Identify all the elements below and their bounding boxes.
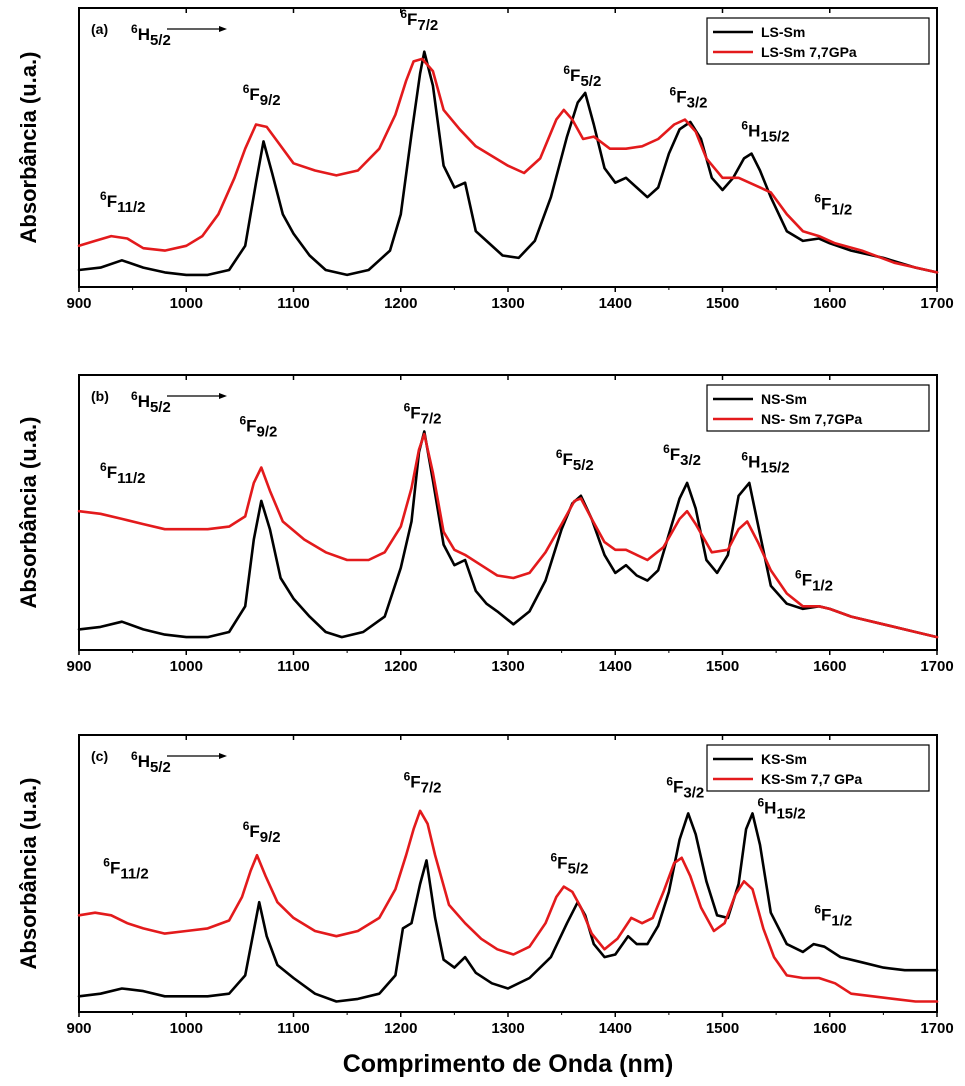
arrow-head (219, 753, 227, 759)
transition-label: 6F11/2 (103, 856, 148, 883)
y-axis-label: Absorbância (u.a.) (16, 778, 41, 970)
transition-label: 6H15/2 (741, 119, 789, 146)
panel-b: 900 1000 1100 1200 1300 1400 1500 1600 1700 Absor… (16, 374, 954, 675)
x-tick-label: 1600 (813, 658, 846, 675)
legend: KS-Sm KS-Sm 7,7 GPa (706, 744, 930, 792)
transition-label: 6F1/2 (814, 191, 852, 218)
x-tick-label: 1000 (170, 295, 203, 312)
panel-label: (a) (91, 21, 108, 37)
series-line-ambient (77, 430, 939, 639)
legend-box (706, 744, 930, 792)
panel-c: 900 1000 1100 1200 1300 1400 1500 1600 1700 Absor… (16, 734, 954, 1078)
x-tick-label: 1700 (920, 1020, 953, 1037)
x-tick-label: 1000 (170, 1020, 203, 1037)
legend-box (706, 384, 930, 432)
x-tick-label: 1600 (813, 295, 846, 312)
y-axis-label: Absorbância (u.a.) (16, 417, 41, 609)
transition-label: 6F11/2 (100, 189, 145, 216)
series-line-pressure (77, 809, 939, 1003)
panel-a: 900 1000 1100 1200 1300 1400 1500 1600 1700 Absor… (16, 7, 954, 312)
x-tick-label: 1700 (920, 295, 953, 312)
transition-label: 6F7/2 (404, 401, 442, 428)
x-tick-label: 1700 (920, 658, 953, 675)
transition-label: 6F3/2 (663, 442, 701, 469)
legend-label: LS-Sm 7,7GPa (761, 44, 857, 60)
transition-label: 6F7/2 (404, 769, 442, 796)
transition-label: 6F9/2 (239, 414, 277, 441)
x-tick-label: 1500 (706, 295, 739, 312)
transition-label: 6H15/2 (757, 795, 805, 822)
series-line-pressure (77, 432, 939, 639)
transition-label: 6F5/2 (563, 63, 601, 90)
transition-label: 6F7/2 (400, 7, 438, 34)
x-tick-label: 900 (66, 1020, 91, 1037)
x-tick-label: 1300 (491, 295, 524, 312)
x-tick-label: 1200 (384, 1020, 417, 1037)
arrow-head (219, 26, 227, 32)
transition-label: 6F1/2 (814, 903, 852, 930)
legend-label: KS-Sm 7,7 GPa (761, 771, 862, 787)
legend-label: NS- Sm 7,7GPa (761, 411, 862, 427)
legend-label: KS-Sm (761, 751, 807, 767)
x-tick-label: 900 (66, 295, 91, 312)
x-tick-label: 1200 (384, 658, 417, 675)
x-tick-label: 900 (66, 658, 91, 675)
transition-label: 6F9/2 (243, 819, 281, 846)
x-tick-label: 1300 (491, 1020, 524, 1037)
panel-label: (c) (91, 748, 108, 764)
x-tick-label: 1400 (599, 295, 632, 312)
legend-label: LS-Sm (761, 24, 805, 40)
x-tick-label: 1000 (170, 658, 203, 675)
x-tick-label: 1300 (491, 658, 524, 675)
transition-label: 6H5/2 (131, 389, 171, 416)
transition-label: 6F3/2 (666, 774, 704, 801)
y-axis-label: Absorbância (u.a.) (16, 52, 41, 244)
legend-label: NS-Sm (761, 391, 807, 407)
x-tick-label: 1500 (706, 658, 739, 675)
transition-label: 6H15/2 (741, 450, 789, 477)
legend: NS-Sm NS- Sm 7,7GPa (706, 384, 930, 432)
transition-label: 6H5/2 (131, 749, 171, 776)
arrow-head (219, 393, 227, 399)
x-tick-label: 1100 (277, 1020, 310, 1037)
x-tick-label: 1100 (277, 295, 310, 312)
x-tick-label: 1600 (813, 1020, 846, 1037)
x-axis-label: Comprimento de Onda (nm) (343, 1050, 674, 1078)
panel-label: (b) (91, 388, 109, 404)
series-line-pressure (77, 57, 939, 274)
series-line-ambient (77, 50, 939, 277)
transition-label: 6F1/2 (795, 568, 833, 595)
transition-label: 6F11/2 (100, 460, 145, 487)
transition-label: 6F5/2 (556, 447, 594, 474)
transition-label: 6F5/2 (550, 850, 588, 877)
x-tick-label: 1400 (599, 1020, 632, 1037)
series-line-ambient (77, 812, 939, 1003)
x-tick-label: 1500 (706, 1020, 739, 1037)
legend-box (706, 17, 930, 65)
x-tick-label: 1100 (277, 658, 310, 675)
legend: LS-Sm LS-Sm 7,7GPa (706, 17, 930, 65)
transition-label: 6F3/2 (670, 85, 708, 112)
transition-label: 6H5/2 (131, 22, 171, 49)
x-tick-label: 1400 (599, 658, 632, 675)
x-tick-label: 1200 (384, 295, 417, 312)
transition-label: 6F9/2 (243, 82, 281, 109)
